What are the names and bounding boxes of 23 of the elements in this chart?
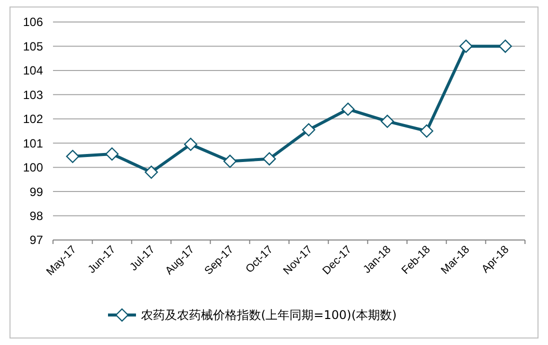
y-tick-label: 102 <box>22 112 44 126</box>
point <box>302 123 316 136</box>
y-tick-label: 103 <box>22 88 44 102</box>
point <box>380 114 394 128</box>
y-tick-label: 101 <box>22 136 44 150</box>
point <box>66 150 80 164</box>
point <box>144 166 158 179</box>
point <box>105 147 119 161</box>
y-tick-label: 98 <box>30 208 44 223</box>
y-tick-label: 104 <box>22 64 44 78</box>
point <box>223 154 237 168</box>
point <box>459 40 473 53</box>
y-tick-label: 106 <box>22 15 44 30</box>
point <box>420 124 434 138</box>
point <box>262 152 276 166</box>
y-tick-label: 99 <box>30 184 44 199</box>
point <box>341 102 355 116</box>
legend-label: 农药及农药械价格指数(上年同期=100)(本期数) <box>141 308 397 322</box>
y-tick-label: 105 <box>22 39 44 54</box>
y-tick-label: 100 <box>22 160 44 175</box>
point <box>184 138 198 151</box>
y-tick-label: 97 <box>30 233 44 248</box>
point <box>498 40 512 53</box>
